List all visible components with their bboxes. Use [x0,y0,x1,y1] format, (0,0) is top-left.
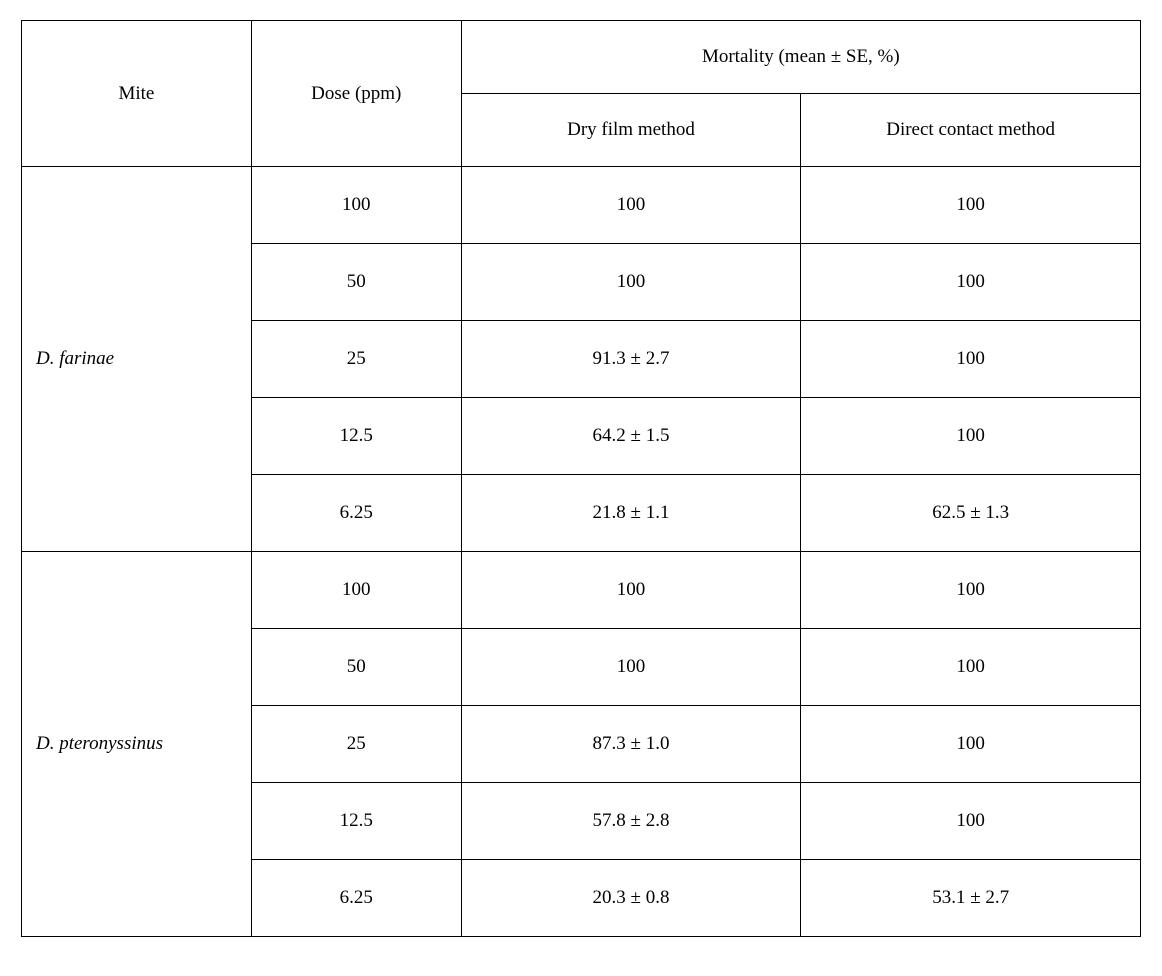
header-dry-film: Dry film method [461,94,801,167]
direct-contact-value: 53.1 ± 2.7 [801,860,1141,937]
direct-contact-value: 100 [801,398,1141,475]
header-dose: Dose (ppm) [251,21,461,167]
mite-name: D. pteronyssinus [22,552,252,937]
dose-value: 12.5 [251,783,461,860]
header-mite: Mite [22,21,252,167]
dose-value: 12.5 [251,398,461,475]
dose-value: 25 [251,706,461,783]
direct-contact-value: 100 [801,629,1141,706]
dose-value: 100 [251,167,461,244]
direct-contact-value: 62.5 ± 1.3 [801,475,1141,552]
header-direct-contact: Direct contact method [801,94,1141,167]
dry-film-value: 100 [461,167,801,244]
direct-contact-value: 100 [801,321,1141,398]
dose-value: 25 [251,321,461,398]
dose-value: 50 [251,629,461,706]
dry-film-value: 100 [461,552,801,629]
dry-film-value: 91.3 ± 2.7 [461,321,801,398]
dose-value: 100 [251,552,461,629]
direct-contact-value: 100 [801,552,1141,629]
dose-value: 6.25 [251,860,461,937]
direct-contact-value: 100 [801,783,1141,860]
dose-value: 50 [251,244,461,321]
header-mortality: Mortality (mean ± SE, %) [461,21,1140,94]
dry-film-value: 64.2 ± 1.5 [461,398,801,475]
dry-film-value: 57.8 ± 2.8 [461,783,801,860]
direct-contact-value: 100 [801,244,1141,321]
mortality-table: Mite Dose (ppm) Mortality (mean ± SE, %)… [21,20,1141,937]
dry-film-value: 21.8 ± 1.1 [461,475,801,552]
direct-contact-value: 100 [801,706,1141,783]
dry-film-value: 87.3 ± 1.0 [461,706,801,783]
dry-film-value: 20.3 ± 0.8 [461,860,801,937]
mite-name: D. farinae [22,167,252,552]
dose-value: 6.25 [251,475,461,552]
dry-film-value: 100 [461,629,801,706]
direct-contact-value: 100 [801,167,1141,244]
dry-film-value: 100 [461,244,801,321]
